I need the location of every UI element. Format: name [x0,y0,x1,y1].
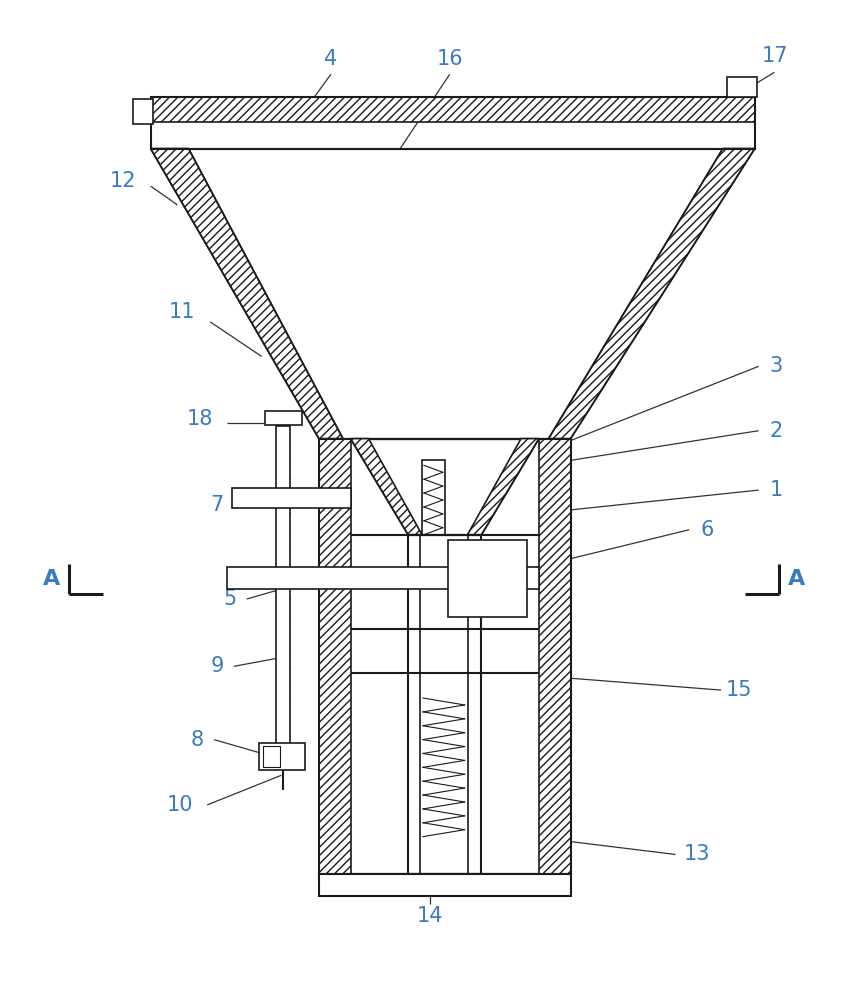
Text: 8: 8 [191,730,203,750]
Polygon shape [538,439,571,874]
Bar [258,743,306,770]
Polygon shape [151,149,343,439]
Text: 17: 17 [761,46,787,66]
Text: 14: 14 [417,906,443,926]
Text: A: A [43,569,60,589]
Polygon shape [468,439,538,535]
Text: 12: 12 [110,171,136,191]
Text: 7: 7 [210,495,224,515]
Polygon shape [351,439,422,535]
Bar [448,540,527,617]
Text: 13: 13 [684,844,711,864]
Text: 16: 16 [436,49,463,69]
Text: 5: 5 [224,589,236,609]
Text: 1: 1 [770,480,783,500]
Text: 11: 11 [169,302,196,322]
Text: 15: 15 [726,680,752,700]
Bar [262,746,280,767]
Bar [151,97,755,149]
Bar [319,439,571,874]
Polygon shape [319,439,351,874]
Text: A: A [787,569,805,589]
Text: 10: 10 [167,795,193,815]
Bar [727,77,757,97]
Polygon shape [151,97,755,122]
Bar [408,535,481,874]
Bar [133,99,153,124]
Text: 4: 4 [324,49,338,69]
Bar [422,460,445,535]
Text: 18: 18 [187,409,214,429]
Text: 9: 9 [210,656,224,676]
Bar [227,567,538,589]
Bar [319,874,571,896]
Bar [232,488,351,508]
Bar [264,411,302,425]
Bar [277,426,290,755]
Polygon shape [549,149,755,439]
Text: 2: 2 [770,421,783,441]
Text: 3: 3 [770,356,783,376]
Text: 6: 6 [701,520,714,540]
